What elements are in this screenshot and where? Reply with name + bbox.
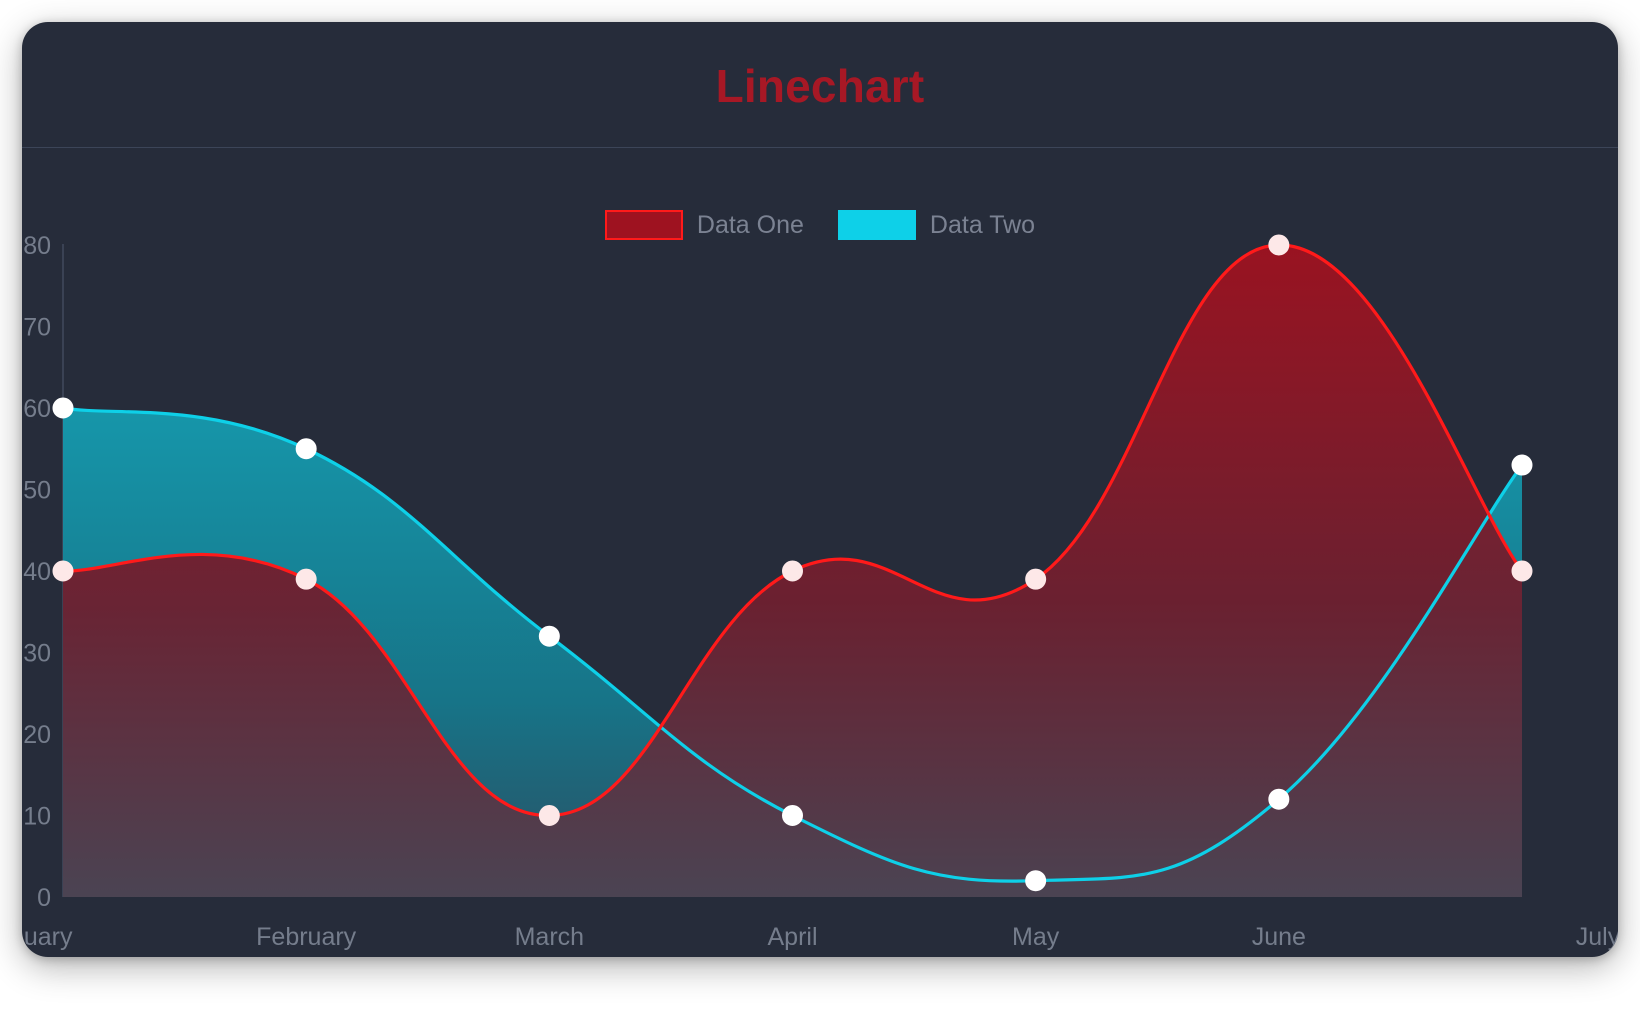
data-point[interactable]	[52, 397, 74, 419]
legend-swatch-icon-data-two	[837, 210, 916, 240]
y-axis-labels: 0 10 20 30 40 50 60 70 80	[23, 232, 51, 912]
y-axis-tick-label: 20	[23, 721, 51, 749]
data-point[interactable]	[1268, 788, 1290, 810]
card-header: Linechart	[22, 22, 1618, 148]
x-axis-tick-label: May	[1012, 923, 1060, 951]
y-axis-tick-label: 0	[37, 884, 51, 912]
data-point[interactable]	[538, 805, 560, 826]
x-axis-tick-label: June	[1252, 923, 1306, 951]
x-axis-tick-label: February	[256, 923, 357, 951]
data-point[interactable]	[1511, 454, 1533, 476]
series-area-data-one	[63, 244, 1522, 897]
x-axis-tick-label: July	[1576, 923, 1618, 951]
plot-area: 0 10 20 30 40 50 60 70 80 January February March Ap…	[22, 22, 1618, 957]
chart-legend: Data One Data Two	[22, 210, 1618, 240]
y-axis-tick-label: 40	[23, 558, 51, 586]
y-axis-tick-label: 80	[23, 232, 51, 260]
series-area-layer	[63, 244, 1522, 897]
y-axis-tick-label: 10	[23, 803, 51, 831]
series-point-layer	[52, 234, 1533, 892]
x-axis-tick-label: January	[22, 923, 73, 951]
legend-label-data-two: Data Two	[929, 210, 1036, 239]
data-point[interactable]	[1511, 560, 1533, 582]
data-point[interactable]	[52, 560, 74, 582]
x-axis-tick-label: April	[767, 923, 817, 951]
data-point[interactable]	[782, 560, 803, 582]
y-axis-tick-label: 60	[23, 395, 51, 423]
legend-item-data-two[interactable]: Data Two	[837, 210, 1036, 240]
data-point[interactable]	[1268, 234, 1290, 256]
x-axis-labels: January February March April May June July	[22, 923, 1618, 951]
y-axis-tick-label: 50	[23, 477, 51, 505]
data-point[interactable]	[1025, 870, 1047, 892]
y-axis-tick-label: 70	[23, 314, 51, 342]
x-axis-tick-label: March	[515, 923, 584, 951]
y-axis-tick-label: 30	[23, 640, 51, 668]
chart-canvas: 0 10 20 30 40 50 60 70 80 January February March Ap…	[22, 232, 1618, 951]
data-point[interactable]	[782, 805, 803, 826]
legend-item-data-one[interactable]: Data One	[604, 210, 804, 240]
legend-label-data-one: Data One	[696, 210, 804, 239]
linechart-card: Linechart Data One Data Two	[22, 22, 1618, 957]
page-title: Linechart	[715, 60, 925, 112]
data-point[interactable]	[295, 438, 317, 460]
data-point[interactable]	[295, 568, 317, 590]
legend-swatch-icon-data-one	[604, 210, 683, 240]
data-point[interactable]	[1025, 568, 1047, 590]
data-point[interactable]	[538, 625, 560, 647]
